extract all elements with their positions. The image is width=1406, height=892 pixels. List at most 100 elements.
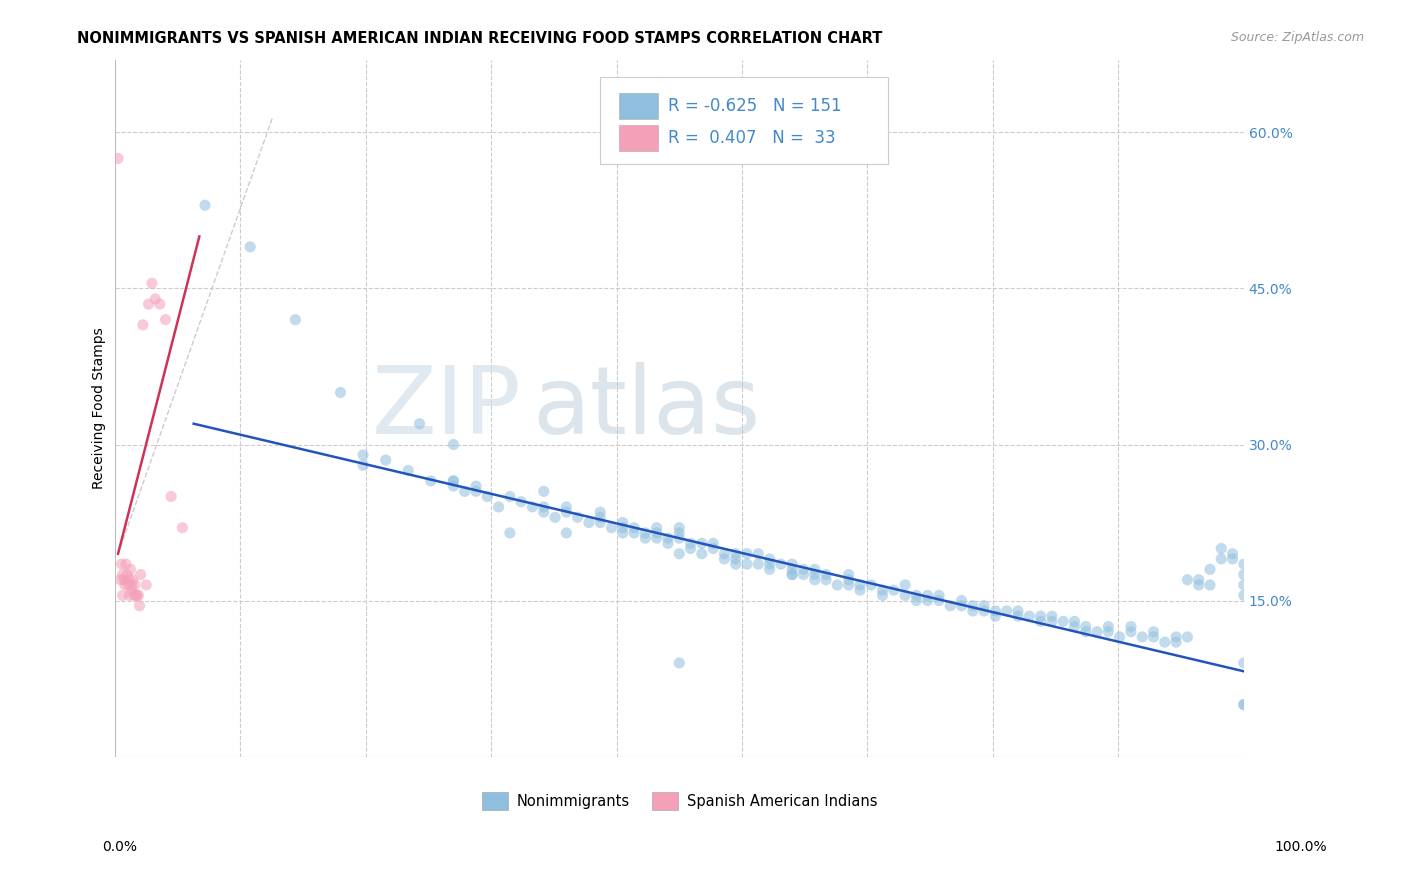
Point — [634, 525, 657, 540]
Point — [1177, 630, 1199, 644]
Legend: Nonimmigrants, Spanish American Indians: Nonimmigrants, Spanish American Indians — [475, 786, 883, 815]
Point — [973, 604, 995, 618]
Point — [121, 573, 143, 587]
Point — [1153, 635, 1175, 649]
Point — [623, 521, 645, 535]
Point — [465, 479, 488, 493]
Point — [702, 541, 724, 556]
Point — [612, 521, 634, 535]
Point — [1074, 619, 1097, 633]
Y-axis label: Receiving Food Stamps: Receiving Food Stamps — [93, 327, 107, 489]
Point — [1007, 609, 1029, 624]
Point — [194, 198, 217, 212]
Point — [441, 474, 464, 488]
Point — [917, 588, 939, 602]
Point — [838, 578, 860, 592]
Point — [724, 547, 747, 561]
Point — [111, 588, 134, 602]
Point — [115, 567, 138, 582]
Point — [132, 318, 155, 332]
Point — [110, 557, 132, 571]
Point — [623, 525, 645, 540]
Point — [465, 484, 488, 499]
Point — [815, 573, 838, 587]
Point — [792, 562, 814, 576]
Point — [1199, 578, 1222, 592]
Point — [713, 552, 735, 566]
Point — [352, 448, 374, 462]
Point — [374, 453, 396, 467]
Point — [1097, 624, 1119, 639]
Point — [747, 557, 769, 571]
Point — [827, 578, 849, 592]
Point — [441, 437, 464, 451]
Point — [141, 277, 163, 291]
Point — [1222, 552, 1244, 566]
Point — [110, 573, 132, 587]
Point — [522, 500, 544, 514]
Point — [115, 573, 138, 587]
Point — [984, 604, 1007, 618]
Point — [589, 510, 612, 524]
Point — [735, 557, 758, 571]
Point — [567, 510, 589, 524]
Point — [329, 385, 352, 400]
Point — [117, 578, 139, 592]
Point — [1211, 541, 1233, 556]
Point — [758, 557, 780, 571]
Point — [115, 557, 138, 571]
Point — [690, 536, 713, 550]
Point — [894, 588, 917, 602]
Point — [454, 484, 477, 499]
Point — [138, 297, 160, 311]
Point — [1119, 619, 1142, 633]
Point — [1142, 630, 1164, 644]
Point — [1097, 619, 1119, 633]
Point — [724, 557, 747, 571]
Point — [1052, 615, 1074, 629]
Point — [984, 609, 1007, 624]
Point — [803, 562, 825, 576]
Point — [1074, 624, 1097, 639]
Text: 100.0%: 100.0% — [1274, 840, 1327, 855]
Point — [1233, 588, 1256, 602]
Text: 0.0%: 0.0% — [103, 840, 136, 855]
Point — [645, 525, 668, 540]
Point — [589, 516, 612, 530]
Point — [657, 531, 679, 545]
Text: ZIP: ZIP — [371, 362, 522, 454]
Point — [872, 583, 894, 598]
Point — [668, 656, 690, 670]
Point — [860, 578, 883, 592]
Point — [441, 479, 464, 493]
Point — [747, 547, 769, 561]
Point — [735, 547, 758, 561]
Point — [1188, 573, 1211, 587]
Point — [803, 573, 825, 587]
Point — [127, 588, 149, 602]
Point — [1233, 557, 1256, 571]
Point — [1233, 656, 1256, 670]
Point — [284, 312, 307, 326]
Point — [883, 583, 905, 598]
FancyBboxPatch shape — [620, 93, 658, 119]
Point — [917, 593, 939, 607]
Point — [1164, 630, 1187, 644]
Text: R =  0.407   N =  33: R = 0.407 N = 33 — [668, 128, 835, 146]
Text: R = -0.625   N = 151: R = -0.625 N = 151 — [668, 96, 842, 114]
Point — [1040, 615, 1063, 629]
Point — [118, 588, 141, 602]
Point — [780, 567, 803, 582]
Point — [668, 525, 690, 540]
Point — [973, 599, 995, 613]
Point — [143, 292, 166, 306]
Point — [872, 588, 894, 602]
Point — [1130, 630, 1153, 644]
Point — [962, 599, 984, 613]
Point — [114, 578, 136, 592]
Point — [645, 521, 668, 535]
Text: Source: ZipAtlas.com: Source: ZipAtlas.com — [1230, 31, 1364, 45]
Point — [408, 417, 430, 431]
Point — [125, 588, 148, 602]
Point — [1188, 578, 1211, 592]
